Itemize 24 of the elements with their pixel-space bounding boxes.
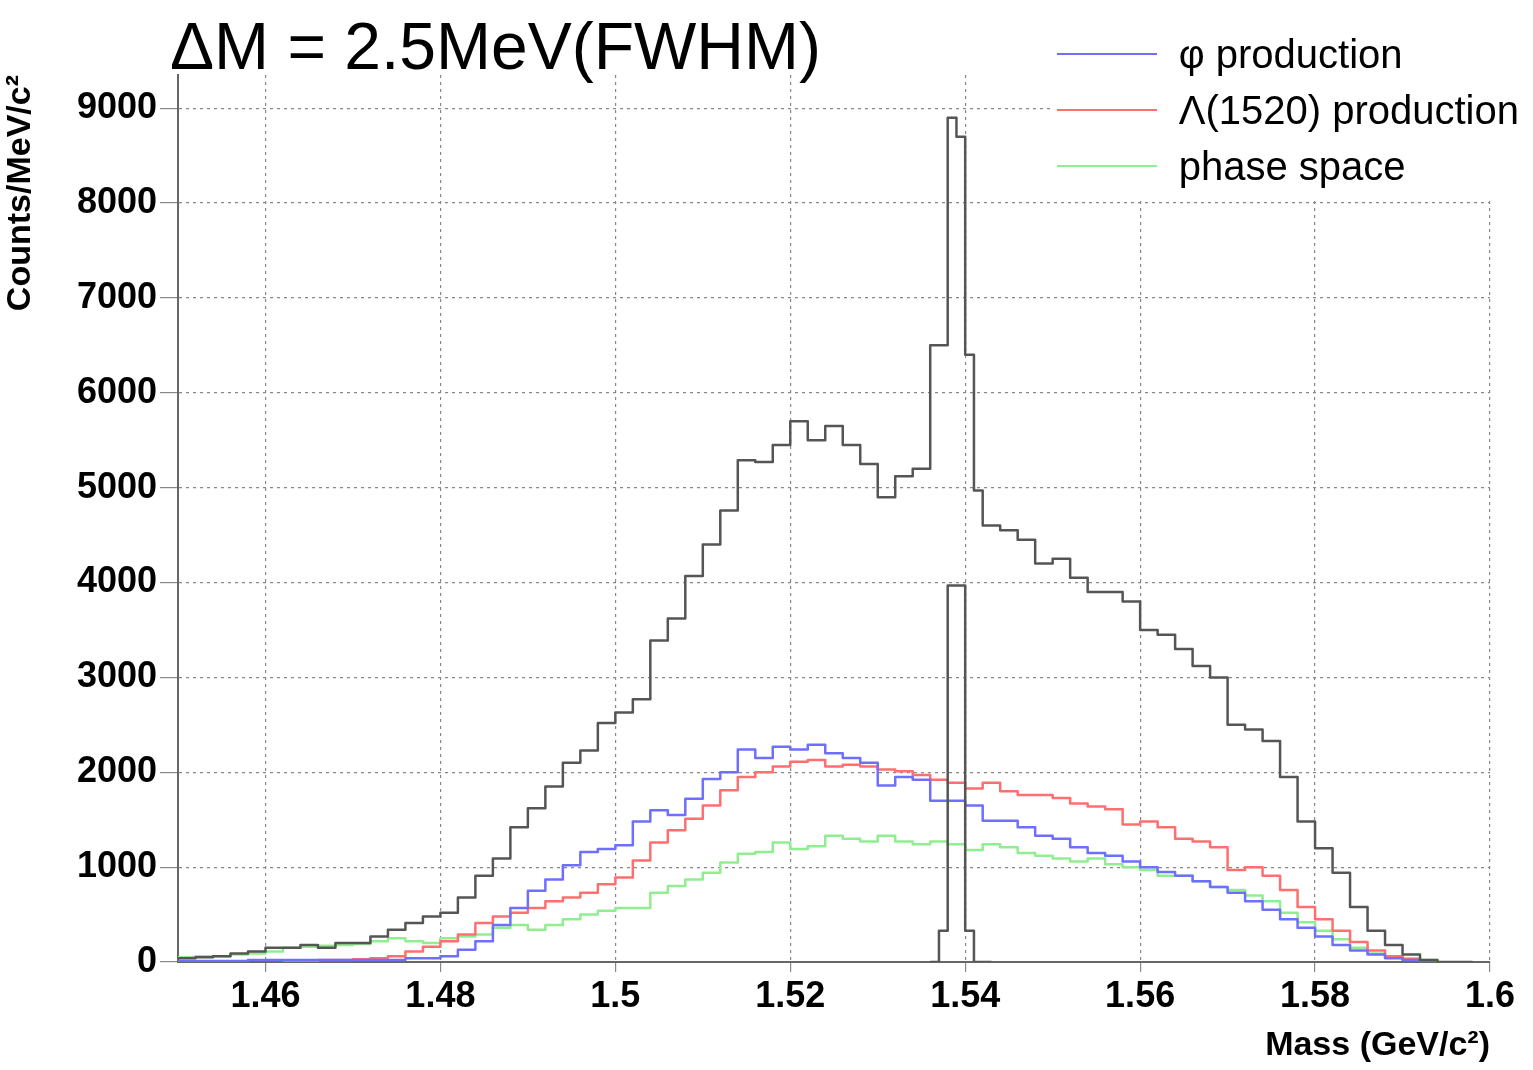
legend-label: Λ(1520) production <box>1178 87 1519 133</box>
chart-title: ΔM = 2.5MeV(FWHM) <box>170 8 821 84</box>
y-tick-label: 0 <box>136 938 157 980</box>
x-tick-label: 1.56 <box>1105 973 1176 1015</box>
y-tick-label: 4000 <box>76 559 157 601</box>
x-axis-title: Mass (GeV/c²) <box>1265 1023 1490 1062</box>
y-tick-label: 8000 <box>76 179 157 221</box>
x-tick-label: 1.52 <box>755 973 826 1015</box>
x-tick-label: 1.5 <box>590 973 641 1015</box>
y-tick-label: 3000 <box>76 654 157 696</box>
x-tick-label: 1.46 <box>230 973 301 1015</box>
y-tick-label: 7000 <box>76 274 157 316</box>
x-tick-label: 1.6 <box>1464 973 1516 1015</box>
legend-label: φ production <box>1178 31 1403 77</box>
y-tick-label: 2000 <box>76 749 157 791</box>
x-tick-label: 1.54 <box>930 973 1001 1015</box>
y-tick-label: 6000 <box>76 369 157 411</box>
y-tick-label: 1000 <box>76 844 157 886</box>
y-tick-label: 5000 <box>76 464 157 506</box>
y-axis-title: Counts/MeV/c² <box>0 75 37 312</box>
x-tick-label: 1.58 <box>1280 973 1351 1015</box>
legend-label: phase space <box>1178 143 1406 189</box>
y-tick-label: 9000 <box>76 85 157 127</box>
x-tick-label: 1.48 <box>405 973 476 1015</box>
